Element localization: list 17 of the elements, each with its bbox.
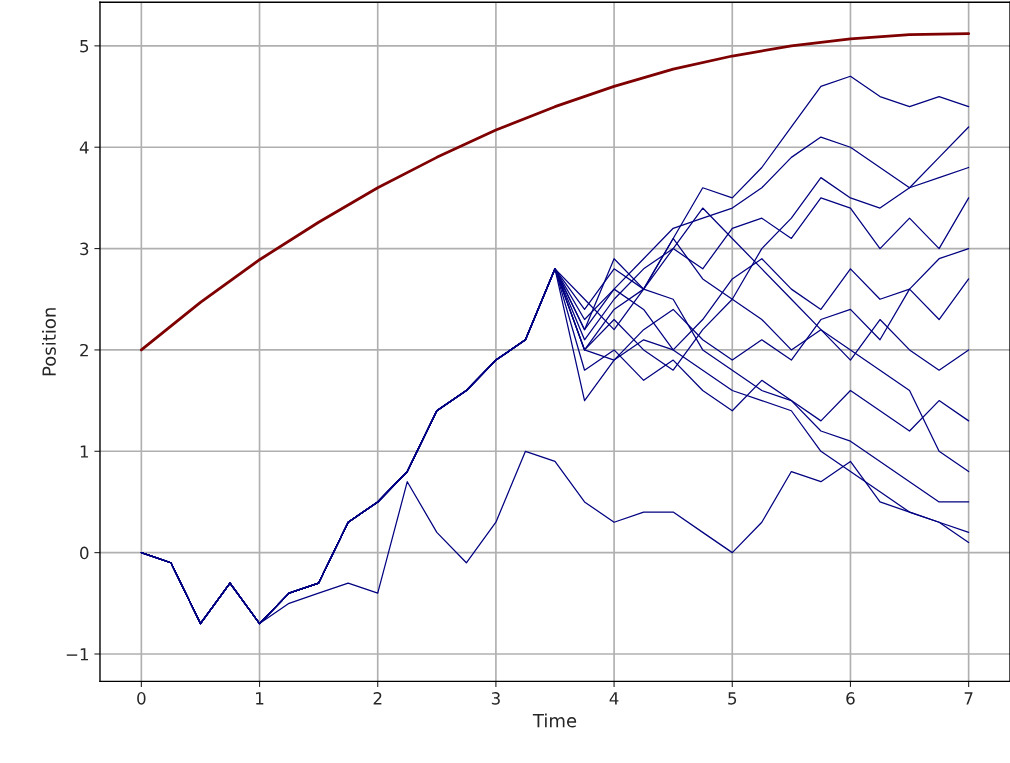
x-tick-label: 7 [964, 692, 973, 705]
x-tick-label: 4 [609, 692, 619, 705]
y-tick-label: 3 [80, 242, 89, 256]
y-tick-label: 2 [80, 343, 88, 357]
x-tick-label: 1 [256, 692, 264, 705]
x-tick-label: 6 [846, 692, 855, 705]
x-axis-title: Time [532, 713, 577, 728]
y-tick-label: 5 [80, 40, 89, 53]
y-tick-label: 0 [80, 546, 89, 560]
x-tick-label: 0 [137, 692, 146, 705]
x-tick-label: 2 [373, 692, 382, 705]
y-tick-label: 1 [80, 445, 89, 458]
x-tick-label: 3 [491, 692, 500, 705]
y-tick-label: 4 [79, 141, 89, 154]
y-tick-label: −1 [66, 648, 89, 661]
y-axis-title: Position [41, 308, 56, 376]
x-tick-label: 5 [728, 692, 737, 705]
